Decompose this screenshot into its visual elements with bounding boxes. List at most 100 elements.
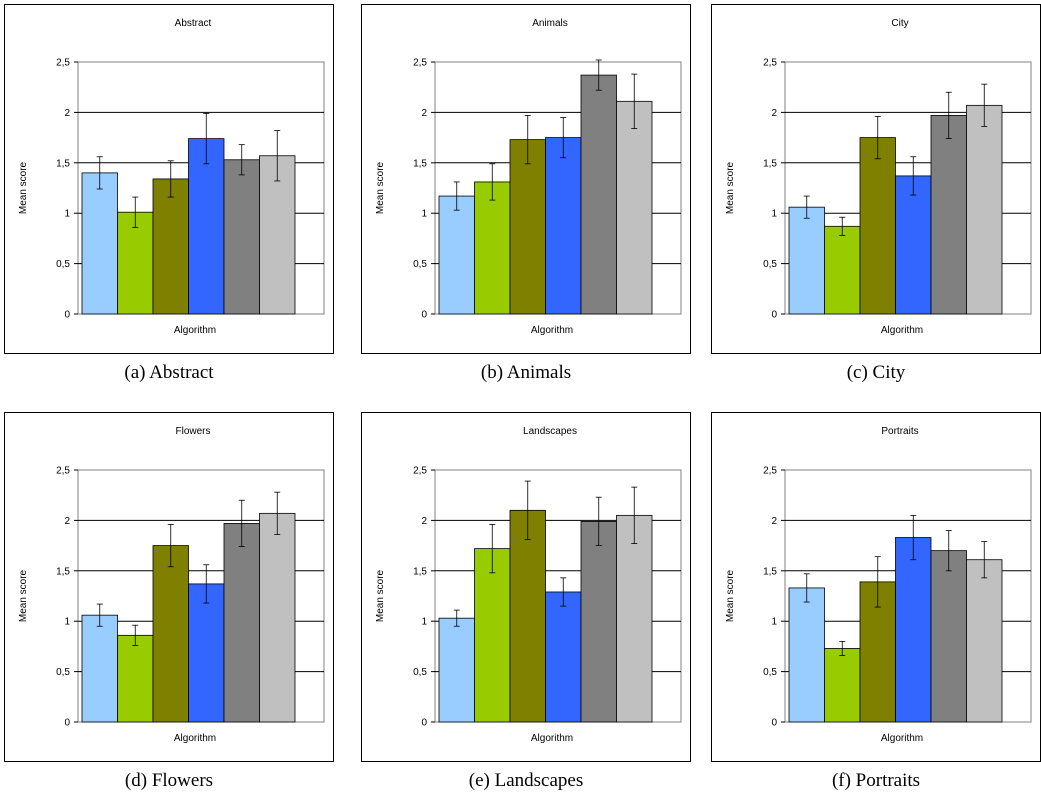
bar	[859, 137, 896, 315]
bar	[223, 523, 260, 723]
bar	[930, 550, 967, 723]
y-axis-label: Mean score	[375, 161, 386, 214]
y-tick-label: 1	[771, 617, 777, 628]
chart-title: Flowers	[175, 426, 210, 437]
bar	[616, 514, 653, 723]
bar	[438, 195, 475, 315]
y-tick-label: 1	[771, 209, 777, 220]
bar	[117, 634, 154, 723]
chart-animals: Animals 0 0,5 1 1,5 2 2,5 Mean score Algorithm	[361, 4, 691, 354]
chart-title: City	[891, 18, 908, 29]
y-tick-label: 0	[421, 718, 427, 729]
chart-panel-abstract: Abstract 0 0,5 1 1,5 2 2,5 Mean score Algorithm	[4, 4, 334, 354]
x-axis-label: Algorithm	[174, 733, 216, 744]
chart-landscapes: Landscapes 0 0,5 1 1,5 2 2,5 Mean score Algorith…	[361, 412, 691, 762]
chart-abstract: Abstract 0 0,5 1 1,5 2 2,5 Mean score Algorithm	[4, 4, 334, 354]
caption-flowers: (d) Flowers	[124, 770, 214, 791]
y-tick-label: 2,5	[413, 58, 427, 69]
bar	[966, 559, 1003, 723]
chart-title: Portraits	[881, 426, 918, 437]
bar	[545, 137, 582, 315]
bar	[824, 225, 861, 315]
y-tick-label: 1,5	[56, 566, 70, 577]
bar	[223, 159, 260, 315]
chart-panel-portraits: Portraits 0 0,5 1 1,5 2 2,5 Mean score Algorithm	[711, 412, 1041, 762]
y-tick-label: 0	[421, 310, 427, 321]
y-axis-label: Mean score	[18, 569, 29, 622]
y-tick-label: 0,5	[763, 259, 777, 270]
y-axis-label: Mean score	[375, 569, 386, 622]
y-tick-label: 2,5	[763, 58, 777, 69]
chart-panel-animals: Animals 0 0,5 1 1,5 2 2,5 Mean score Algorithm	[361, 4, 691, 354]
bar	[117, 211, 154, 315]
y-tick-label: 2	[771, 516, 777, 527]
y-axis-label: Mean score	[18, 161, 29, 214]
x-axis-label: Algorithm	[531, 325, 573, 336]
bar	[895, 537, 932, 723]
caption-landscapes: (e) Landscapes	[468, 770, 584, 791]
bar	[474, 548, 511, 723]
chart-title: Animals	[532, 18, 568, 29]
y-tick-label: 1	[421, 617, 427, 628]
bar	[259, 512, 296, 723]
chart-panel-city: City 0 0,5 1 1,5 2 2,5 Mean score Algorithm	[711, 4, 1041, 354]
caption-animals: (b) Animals	[480, 362, 572, 383]
bar	[824, 648, 861, 723]
bar	[788, 206, 825, 315]
y-tick-label: 2	[421, 108, 427, 119]
y-axis-label: Mean score	[725, 161, 736, 214]
bar	[895, 175, 932, 315]
y-tick-label: 1,5	[56, 158, 70, 169]
y-tick-label: 0	[64, 310, 70, 321]
bar	[509, 509, 546, 723]
bar	[81, 172, 118, 315]
x-axis-label: Algorithm	[531, 733, 573, 744]
bar	[545, 591, 582, 723]
bar	[152, 178, 189, 315]
bar	[188, 138, 225, 315]
chart-portraits: Portraits 0 0,5 1 1,5 2 2,5 Mean score Algorithm	[711, 412, 1041, 762]
y-tick-label: 2	[64, 516, 70, 527]
x-axis-label: Algorithm	[881, 325, 923, 336]
y-tick-label: 2,5	[56, 466, 70, 477]
caption-city: (c) City	[846, 362, 906, 383]
chart-city: City 0 0,5 1 1,5 2 2,5 Mean score Algorithm	[711, 4, 1041, 354]
bar	[152, 545, 189, 723]
bar	[81, 614, 118, 723]
bar	[509, 139, 546, 315]
x-axis-label: Algorithm	[881, 733, 923, 744]
bar	[788, 587, 825, 723]
bar	[474, 181, 511, 315]
bar	[259, 155, 296, 315]
bar	[580, 521, 617, 723]
bar	[616, 100, 653, 315]
chart-panel-landscapes: Landscapes 0 0,5 1 1,5 2 2,5 Mean score Algorith…	[361, 412, 691, 762]
y-tick-label: 0,5	[413, 259, 427, 270]
bar	[966, 104, 1003, 315]
y-tick-label: 0	[771, 310, 777, 321]
caption-abstract: (a) Abstract	[124, 362, 214, 383]
y-tick-label: 1,5	[413, 158, 427, 169]
y-tick-label: 1	[421, 209, 427, 220]
caption-portraits: (f) Portraits	[831, 770, 921, 791]
y-tick-label: 2	[64, 108, 70, 119]
y-tick-label: 0,5	[413, 667, 427, 678]
y-axis-label: Mean score	[725, 569, 736, 622]
y-tick-label: 1	[64, 209, 70, 220]
y-tick-label: 2	[421, 516, 427, 527]
y-tick-label: 0	[64, 718, 70, 729]
y-tick-label: 1,5	[763, 158, 777, 169]
y-tick-label: 0	[771, 718, 777, 729]
bar	[188, 583, 225, 723]
y-tick-label: 0,5	[56, 667, 70, 678]
y-tick-label: 1	[64, 617, 70, 628]
y-tick-label: 1,5	[763, 566, 777, 577]
y-tick-label: 2	[771, 108, 777, 119]
y-tick-label: 1,5	[413, 566, 427, 577]
y-tick-label: 0,5	[763, 667, 777, 678]
bar	[930, 115, 967, 315]
chart-title: Landscapes	[523, 426, 577, 437]
y-tick-label: 0,5	[56, 259, 70, 270]
bar	[580, 74, 617, 315]
chart-title: Abstract	[175, 18, 212, 29]
